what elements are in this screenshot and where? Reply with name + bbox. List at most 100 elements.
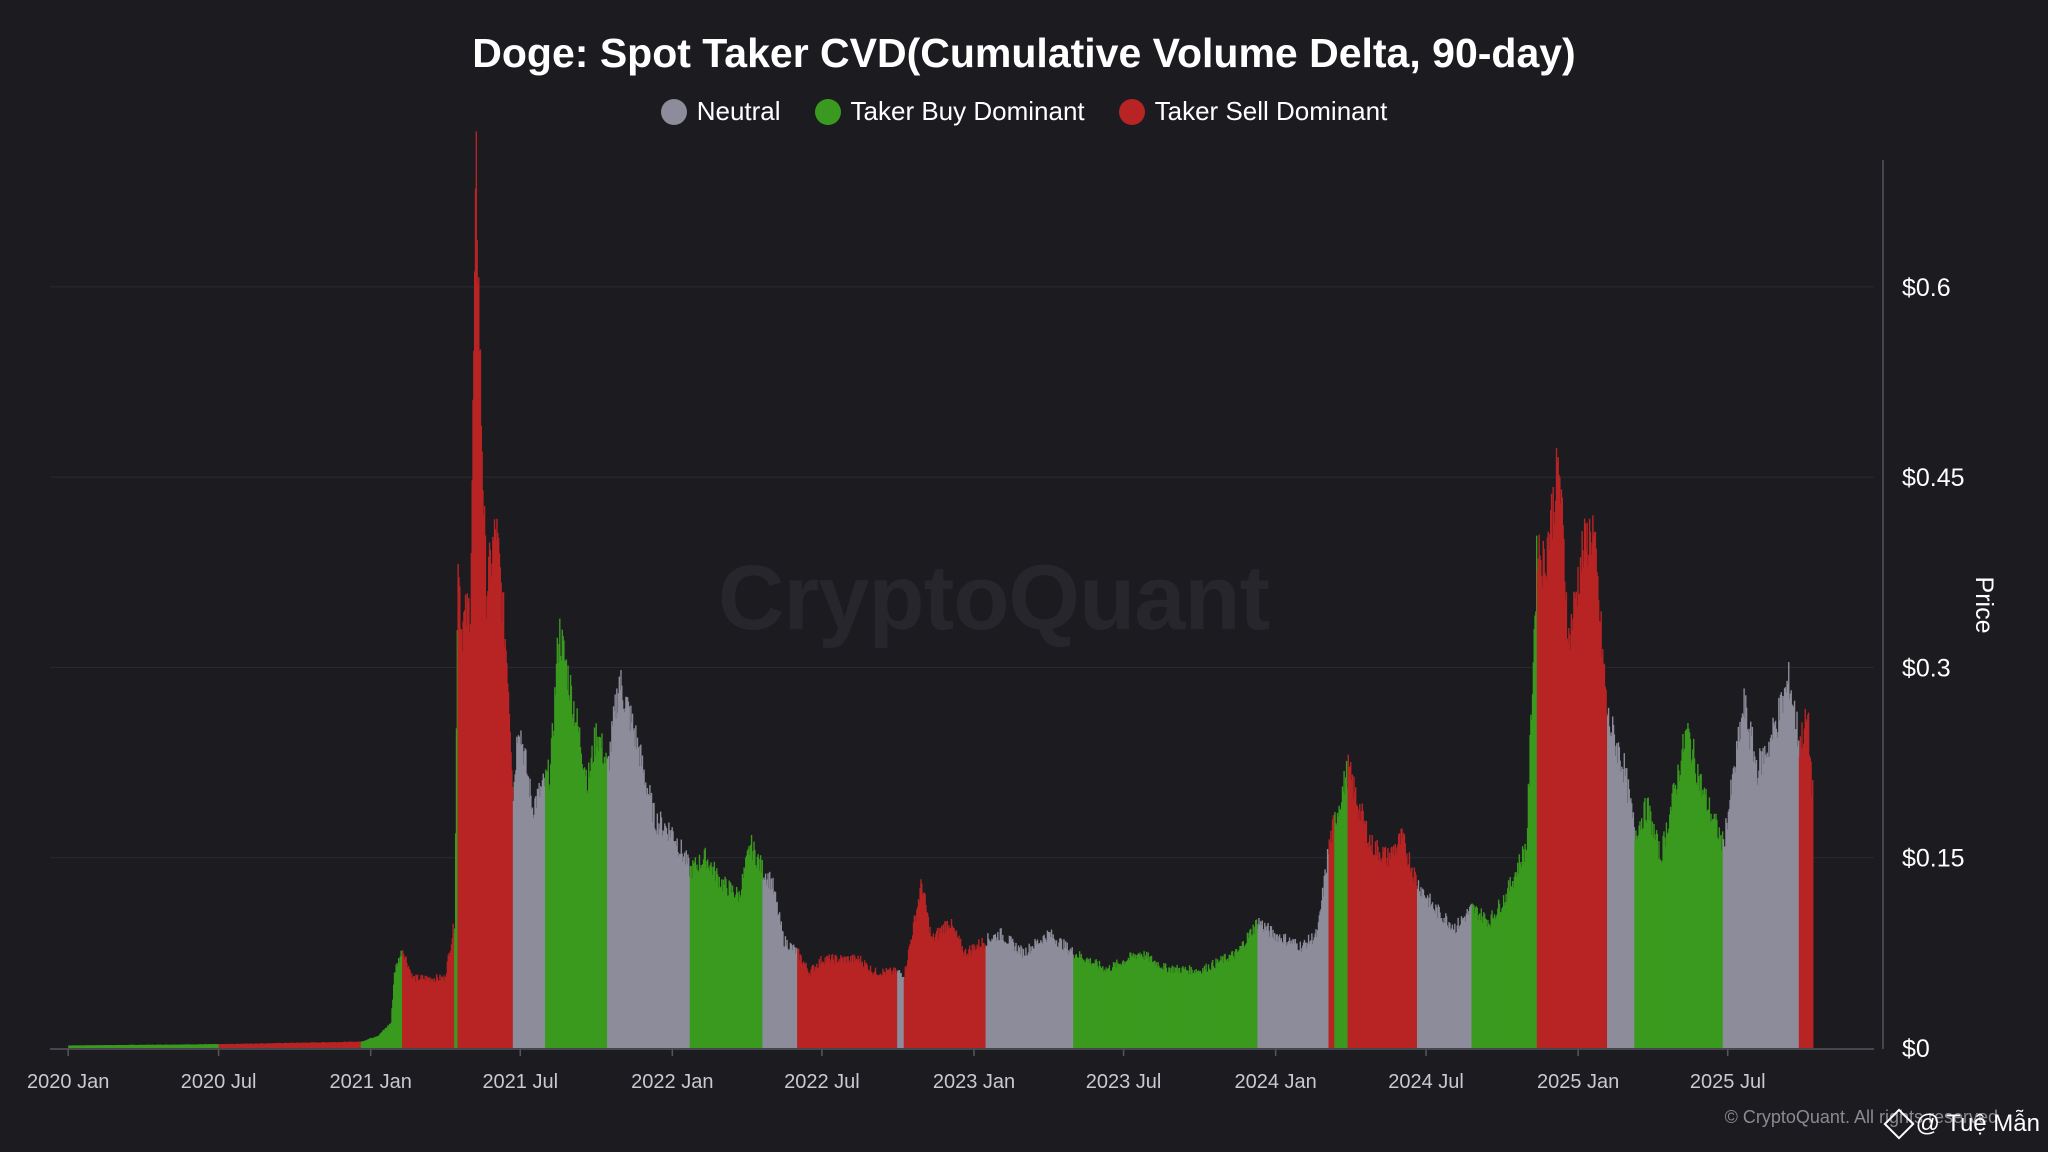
price-bar: [902, 976, 905, 1048]
price-bar: [618, 676, 621, 1048]
price-bar: [1273, 933, 1276, 1048]
legend-item-taker-sell[interactable]: Taker Sell Dominant: [1118, 96, 1387, 127]
price-bar: [1384, 846, 1387, 1048]
price-bar: [1200, 972, 1202, 1048]
price-bar: [1326, 848, 1329, 1048]
price-bar: [1184, 966, 1187, 1048]
price-bar: [1354, 792, 1356, 1048]
price-bar: [174, 1044, 177, 1048]
price-bar: [1698, 791, 1701, 1048]
price-bar: [864, 963, 867, 1048]
price-bar: [1441, 921, 1444, 1048]
price-bar: [784, 936, 787, 1048]
price-bar: [1357, 809, 1359, 1048]
price-bar: [513, 781, 516, 1048]
price-bar: [1259, 921, 1262, 1048]
price-bar: [811, 964, 814, 1048]
price-bar: [1493, 914, 1496, 1048]
legend-dot-neutral: [660, 98, 687, 125]
price-bar: [271, 1043, 273, 1048]
price-bar: [215, 1044, 217, 1048]
price-bar: [120, 1045, 122, 1048]
price-bar: [676, 838, 678, 1048]
legend-item-taker-buy[interactable]: Taker Buy Dominant: [814, 96, 1085, 127]
price-bar: [552, 736, 554, 1048]
price-bar: [417, 980, 420, 1048]
price-bar: [258, 1043, 260, 1048]
price-bar: [749, 855, 751, 1048]
price-bar: [745, 855, 748, 1048]
price-bar: [1125, 962, 1127, 1048]
price-bar: [1690, 763, 1692, 1048]
price-bar: [763, 877, 765, 1048]
price-bar: [1478, 913, 1481, 1048]
price-bar: [1069, 951, 1071, 1048]
price-bar: [1037, 944, 1040, 1048]
price-bar: [799, 954, 802, 1048]
price-bar: [693, 862, 696, 1048]
price-bar: [664, 823, 666, 1048]
price-bar: [626, 697, 629, 1048]
price-bar: [151, 1044, 154, 1048]
price-bar: [102, 1045, 105, 1048]
price-bar: [438, 980, 440, 1048]
price-bar: [953, 927, 955, 1048]
price-bar: [859, 963, 861, 1048]
price-bar: [1645, 820, 1647, 1048]
price-bar: [1516, 876, 1518, 1048]
price-bar: [851, 954, 854, 1048]
price-bar: [833, 964, 835, 1048]
price-bar: [1602, 664, 1605, 1048]
price-bar: [516, 736, 518, 1048]
price-bar: [1463, 918, 1465, 1048]
price-bar: [801, 962, 803, 1048]
price-bar: [1035, 941, 1037, 1048]
price-bar: [1415, 875, 1417, 1048]
price-bar: [1238, 949, 1240, 1048]
price-bar: [268, 1043, 270, 1048]
price-bar: [737, 901, 740, 1048]
price-bar: [1345, 777, 1347, 1048]
price-bar: [1210, 969, 1212, 1048]
price-bar: [1230, 954, 1232, 1048]
price-bar: [567, 665, 569, 1048]
price-bar: [277, 1042, 279, 1048]
price-bar: [874, 967, 877, 1048]
price-bar: [1639, 821, 1641, 1048]
price-bar: [1657, 859, 1659, 1048]
price-bar: [1223, 954, 1225, 1048]
price-bar: [1351, 774, 1354, 1048]
legend-item-neutral[interactable]: Neutral: [660, 96, 781, 127]
price-bar: [956, 937, 959, 1048]
price-bar: [221, 1044, 224, 1048]
price-bar: [155, 1044, 158, 1048]
price-bar: [112, 1045, 115, 1048]
price-bar: [485, 618, 487, 1048]
price-bar: [613, 711, 616, 1048]
price-bar: [455, 728, 458, 1048]
price-bar: [989, 942, 992, 1048]
price-bar: [1145, 955, 1147, 1048]
price-bar: [670, 830, 673, 1048]
price-bar: [637, 747, 640, 1048]
price-bar: [840, 955, 842, 1048]
price-bar: [107, 1045, 109, 1048]
price-bar: [643, 769, 645, 1048]
price-bar: [307, 1042, 310, 1048]
price-bar: [1421, 888, 1424, 1048]
price-bar: [1759, 751, 1762, 1048]
price-bar: [1242, 941, 1244, 1048]
price-bar: [1078, 951, 1081, 1048]
price-bar: [224, 1044, 226, 1048]
price-bar: [580, 753, 582, 1048]
price-bar: [1177, 972, 1179, 1048]
price-bar: [1605, 689, 1607, 1048]
price-bar: [1744, 718, 1746, 1048]
price-bar: [1335, 824, 1338, 1048]
price-bar: [655, 834, 658, 1048]
price-bar: [188, 1044, 190, 1048]
price-bar: [335, 1042, 337, 1048]
price-bar: [469, 632, 471, 1048]
price-bar: [848, 963, 850, 1048]
price-bar: [1507, 880, 1510, 1048]
